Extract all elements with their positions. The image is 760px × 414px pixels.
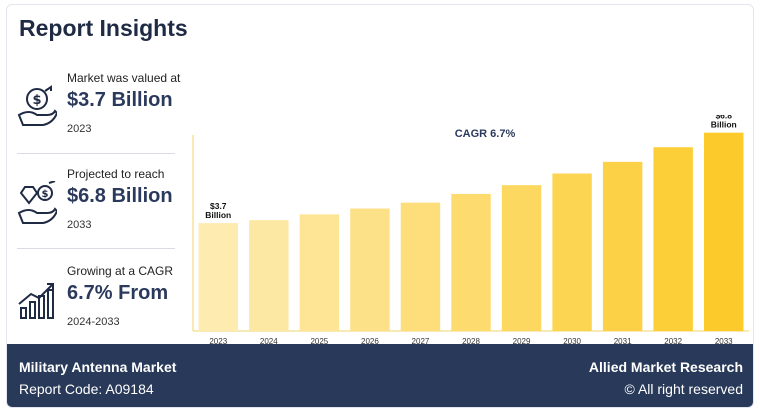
stat-cagr: Growing at a CAGR 6.7% From 2024-2033 xyxy=(17,264,182,344)
bar-2026 xyxy=(350,208,390,331)
stat-value: 6.7% From xyxy=(67,282,169,304)
growth-chart-icon xyxy=(17,278,57,322)
stat-year: 2033 xyxy=(67,219,92,231)
data-label: $6.8 xyxy=(715,115,732,121)
bar-2033 xyxy=(704,132,744,331)
footer-bar: Military Antenna Market Report Code: A09… xyxy=(7,344,753,407)
x-tick-label: 2028 xyxy=(462,337,480,346)
data-label: $3.7 xyxy=(210,201,227,211)
money-hand-icon: $ xyxy=(17,85,59,129)
svg-text:$: $ xyxy=(42,189,49,200)
copyright-text: © All right reserved xyxy=(624,381,743,397)
x-tick-label: 2023 xyxy=(209,337,227,346)
x-tick-label: 2024 xyxy=(260,337,278,346)
stat-year: 2023 xyxy=(67,123,92,135)
stat-label: Growing at a CAGR xyxy=(67,264,174,278)
cagr-annotation: CAGR 6.7% xyxy=(455,128,516,140)
stat-projected-value: $ Projected to reach $6.8 Billion 2033 xyxy=(17,167,182,247)
x-tick-label: 2032 xyxy=(664,337,682,346)
market-bar-chart: CAGR 6.7% 2023 2024 2025 2026 2027 2028 2029 203… xyxy=(192,115,749,346)
svg-text:$: $ xyxy=(32,93,41,108)
x-tick-label: 2027 xyxy=(412,337,430,346)
x-tick-label: 2025 xyxy=(310,337,328,346)
stat-value: $3.7 Billion xyxy=(67,89,173,111)
bar-2023 xyxy=(198,223,238,331)
bar-2029 xyxy=(501,185,542,331)
report-name: Military Antenna Market xyxy=(19,359,177,375)
stat-year: 2024-2033 xyxy=(67,316,120,328)
x-tick-label: 2029 xyxy=(513,337,531,346)
stat-market-value: $ Market was valued at $3.7 Billion 2023 xyxy=(17,71,182,151)
x-tick-label: 2030 xyxy=(563,337,581,346)
bar-2031 xyxy=(602,161,643,331)
x-tick-label: 2033 xyxy=(715,337,733,346)
report-code: Report Code: A09184 xyxy=(19,381,154,397)
stat-value: $6.8 Billion xyxy=(67,185,173,207)
bar-2024 xyxy=(249,220,289,331)
divider xyxy=(17,153,175,154)
bar-2027 xyxy=(400,202,441,331)
stat-label: Market was valued at xyxy=(67,71,181,85)
diamond-hand-icon: $ xyxy=(17,180,59,225)
page-title: Report Insights xyxy=(19,15,188,41)
bar-2030 xyxy=(552,173,592,331)
x-tick-label: 2031 xyxy=(614,337,632,346)
x-tick-label: 2026 xyxy=(361,337,379,346)
divider xyxy=(17,248,175,249)
bar-2025 xyxy=(299,214,340,331)
data-label: Billion xyxy=(711,120,737,130)
report-insights-card: Report Insights $ Market was valued at $… xyxy=(6,4,754,408)
bar-2028 xyxy=(451,193,491,331)
brand-name: Allied Market Research xyxy=(588,359,743,375)
bar-2032 xyxy=(653,147,693,331)
stat-label: Projected to reach xyxy=(67,167,165,181)
data-label: Billion xyxy=(205,210,231,220)
